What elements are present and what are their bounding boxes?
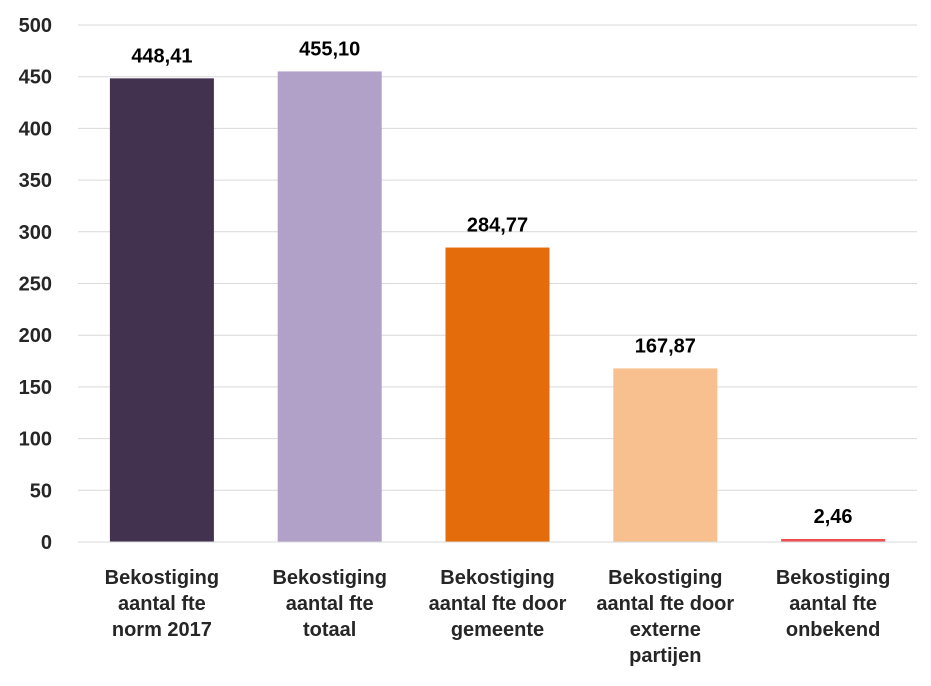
- x-tick-label-line: Bekostiging: [272, 567, 387, 589]
- x-tick-label: Bekostiging aantal fte norm 2017: [77, 565, 247, 643]
- bar: [277, 71, 382, 542]
- x-tick-label-line: aantal fte door: [428, 593, 567, 615]
- data-label: 167,87: [635, 335, 696, 357]
- x-tick-label-line: norm 2017: [111, 619, 212, 641]
- x-tick-label-line: aantal fte: [117, 593, 206, 615]
- y-axis: 0 50 100 150 200 250 300 350 400 450 500: [19, 15, 52, 554]
- bar: [781, 539, 886, 542]
- data-label: 455,10: [299, 38, 360, 60]
- bar: [613, 368, 718, 542]
- x-tick-label: Bekostiging aantal fte door externe partije…: [580, 565, 750, 669]
- data-labels: 448,41 455,10 284,77 167,87 2,46: [131, 38, 852, 528]
- x-tick-label-line: aantal fte door: [596, 593, 735, 615]
- x-tick-label: Bekostiging aantal fte totaal: [245, 565, 415, 643]
- x-tick-label-line: Bekostiging: [104, 567, 220, 589]
- y-tick-label: 150: [19, 377, 52, 399]
- x-tick-label: Bekostiging aantal fte onbekend: [748, 565, 918, 643]
- x-tick-label-line: partijen: [629, 645, 702, 667]
- bar: [445, 247, 550, 542]
- y-tick-label: 250: [19, 274, 52, 296]
- x-tick-label-line: totaal: [303, 619, 357, 641]
- y-tick-label: 300: [19, 222, 52, 244]
- x-tick-label: Bekostiging aantal fte door gemeente: [413, 565, 583, 643]
- y-tick-label: 350: [19, 170, 52, 192]
- x-tick-label-line: aantal fte: [789, 593, 877, 615]
- bars: [109, 71, 886, 543]
- x-tick-label-line: Bekostiging: [608, 567, 723, 589]
- x-tick-label-line: externe: [629, 619, 701, 641]
- x-tick-label-line: aantal fte: [285, 593, 374, 615]
- y-tick-label: 0: [41, 532, 52, 554]
- data-label: 2,46: [814, 506, 853, 528]
- y-tick-label: 200: [19, 325, 52, 347]
- data-label: 448,41: [131, 45, 192, 67]
- x-tick-label-line: gemeente: [450, 619, 545, 641]
- y-tick-label: 100: [19, 429, 52, 451]
- x-tick-label-line: Bekostiging: [775, 567, 891, 589]
- bar: [109, 78, 214, 543]
- x-tick-label-line: onbekend: [785, 619, 881, 641]
- x-tick-label-line: Bekostiging: [440, 567, 555, 589]
- y-tick-label: 400: [19, 118, 52, 140]
- y-tick-label: 450: [19, 67, 52, 89]
- y-tick-label: 50: [30, 480, 52, 502]
- y-tick-label: 500: [19, 15, 52, 37]
- data-label: 284,77: [467, 215, 528, 237]
